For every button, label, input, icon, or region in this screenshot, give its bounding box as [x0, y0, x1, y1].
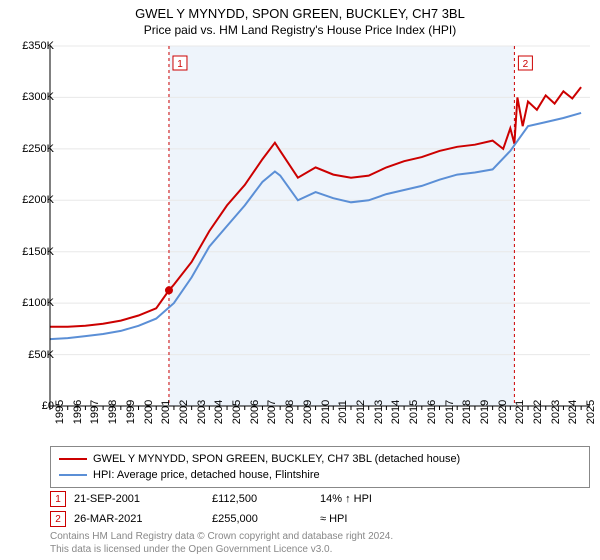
event-marker-price: £255,000: [212, 513, 312, 525]
legend: GWEL Y MYNYDD, SPON GREEN, BUCKLEY, CH7 …: [50, 446, 590, 488]
x-tick-label: 2013: [373, 400, 385, 424]
chart-subtitle: Price paid vs. HM Land Registry's House …: [0, 23, 600, 37]
legend-label: HPI: Average price, detached house, Flin…: [93, 469, 320, 481]
svg-text:1: 1: [177, 59, 183, 70]
x-tick-label: 2014: [390, 400, 402, 424]
x-tick-label: 2024: [567, 400, 579, 424]
event-marker-badge: 2: [50, 511, 66, 527]
y-tick-label: £250K: [22, 143, 54, 155]
x-tick-label: 2016: [426, 400, 438, 424]
y-tick-label: £300K: [22, 91, 54, 103]
x-tick-label: 2003: [196, 400, 208, 424]
y-tick-label: £50K: [28, 349, 54, 361]
y-tick-label: £350K: [22, 40, 54, 52]
svg-text:2: 2: [523, 59, 529, 70]
plot-area: 12: [50, 46, 590, 406]
x-tick-label: 2019: [479, 400, 491, 424]
x-tick-label: 1999: [125, 400, 137, 424]
event-marker-row: 2 26-MAR-2021 £255,000 ≈ HPI: [50, 509, 590, 529]
x-tick-label: 2010: [320, 400, 332, 424]
attribution-line2: This data is licensed under the Open Gov…: [50, 544, 590, 557]
x-tick-label: 2002: [178, 400, 190, 424]
event-markers-table: 1 21-SEP-2001 £112,500 14% ↑ HPI 2 26-MAR-202…: [50, 489, 590, 529]
event-marker-delta: 14% ↑ HPI: [320, 493, 440, 505]
x-tick-label: 2009: [302, 400, 314, 424]
event-marker-date: 21-SEP-2001: [74, 493, 204, 505]
x-tick-label: 1995: [54, 400, 66, 424]
x-tick-label: 1996: [72, 400, 84, 424]
x-tick-label: 2015: [408, 400, 420, 424]
y-tick-label: £0: [42, 400, 54, 412]
event-marker-price: £112,500: [212, 493, 312, 505]
attribution-line1: Contains HM Land Registry data © Crown c…: [50, 531, 590, 544]
event-marker-badge: 1: [50, 491, 66, 507]
y-tick-label: £100K: [22, 297, 54, 309]
y-tick-label: £200K: [22, 194, 54, 206]
chart-title: GWEL Y MYNYDD, SPON GREEN, BUCKLEY, CH7 …: [0, 6, 600, 21]
x-tick-label: 2000: [143, 400, 155, 424]
plot-svg: 12: [50, 46, 590, 406]
y-tick-label: £150K: [22, 246, 54, 258]
house-price-chart: GWEL Y MYNYDD, SPON GREEN, BUCKLEY, CH7 …: [0, 0, 600, 560]
x-tick-label: 1997: [89, 400, 101, 424]
legend-item: HPI: Average price, detached house, Flin…: [59, 467, 581, 483]
x-tick-label: 2025: [585, 400, 597, 424]
x-tick-label: 1998: [107, 400, 119, 424]
x-tick-label: 2022: [532, 400, 544, 424]
event-marker-delta: ≈ HPI: [320, 513, 440, 525]
x-tick-label: 2001: [160, 400, 172, 424]
x-tick-label: 2012: [355, 400, 367, 424]
x-tick-label: 2020: [497, 400, 509, 424]
x-tick-label: 2007: [266, 400, 278, 424]
legend-swatch: [59, 458, 87, 460]
legend-swatch: [59, 474, 87, 476]
legend-label: GWEL Y MYNYDD, SPON GREEN, BUCKLEY, CH7 …: [93, 453, 460, 465]
x-tick-label: 2011: [337, 400, 349, 424]
x-tick-label: 2005: [231, 400, 243, 424]
legend-item: GWEL Y MYNYDD, SPON GREEN, BUCKLEY, CH7 …: [59, 451, 581, 467]
attribution: Contains HM Land Registry data © Crown c…: [50, 531, 590, 556]
x-tick-label: 2017: [444, 400, 456, 424]
event-marker-date: 26-MAR-2021: [74, 513, 204, 525]
event-marker-row: 1 21-SEP-2001 £112,500 14% ↑ HPI: [50, 489, 590, 509]
x-tick-label: 2018: [461, 400, 473, 424]
x-tick-label: 2023: [550, 400, 562, 424]
x-tick-label: 2004: [213, 400, 225, 424]
chart-title-block: GWEL Y MYNYDD, SPON GREEN, BUCKLEY, CH7 …: [0, 0, 600, 37]
x-tick-label: 2021: [514, 400, 526, 424]
x-tick-label: 2006: [249, 400, 261, 424]
x-tick-label: 2008: [284, 400, 296, 424]
